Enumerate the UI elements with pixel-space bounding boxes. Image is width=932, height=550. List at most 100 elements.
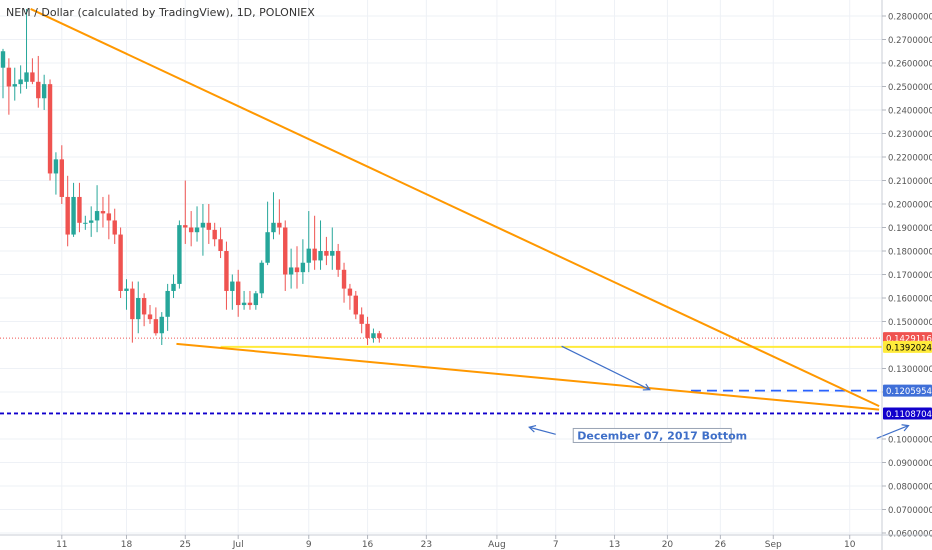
candle-down [277, 222, 282, 228]
candle-down [224, 251, 229, 291]
chart-title: NEM / Dollar (calculated by TradingView)… [6, 6, 315, 19]
candle-up [371, 333, 376, 338]
horizontal-levels [0, 337, 882, 415]
trendlines [30, 8, 880, 411]
time-tick-label: 10 [844, 540, 856, 550]
candle-down [36, 81, 41, 99]
price-label-text: 0.11087043 [886, 410, 932, 420]
candle-down [324, 251, 329, 256]
candle-up [165, 290, 170, 317]
candle-down [153, 319, 159, 334]
candle-up [241, 302, 247, 306]
candle-down [100, 211, 106, 214]
candle-down [247, 302, 253, 306]
candle-down [112, 220, 117, 235]
candle-down [347, 288, 353, 296]
candle-down [59, 159, 64, 197]
candle-up [318, 251, 323, 261]
candle-down [212, 229, 217, 240]
candle-down [188, 227, 194, 233]
candle-up [124, 288, 129, 291]
price-labels: 0.142911600.13920242 0.12059545 0.11087043 [883, 332, 932, 420]
candle-up [159, 316, 164, 334]
candle-down [206, 222, 211, 230]
time-tick-label: 16 [362, 540, 374, 550]
candle-up [94, 211, 100, 221]
time-axis[interactable]: 11 18 25 Jul 9 16 23 Aug 7 13 20 26 Sep 10 [0, 534, 932, 550]
candle-down [47, 84, 53, 174]
time-tick-label: 23 [421, 540, 432, 550]
candle-up [259, 262, 264, 294]
candle-down [218, 239, 223, 251]
candle-up [41, 84, 47, 99]
candle-down [294, 267, 300, 273]
candle-up [306, 248, 311, 263]
candle-down [377, 333, 382, 338]
candle-down [312, 248, 317, 261]
candle-down [365, 323, 370, 338]
candle-down [359, 314, 364, 324]
candle-down [77, 196, 82, 223]
annotations: December 07, 2017 Bottom [572, 427, 747, 443]
time-tick-label: 18 [121, 540, 133, 550]
candle-up [265, 232, 270, 263]
candle-down [283, 227, 288, 275]
arrow-line [529, 426, 556, 435]
candle-up [12, 84, 17, 87]
candle-up [194, 227, 200, 233]
arrow-head [528, 425, 537, 433]
candle-down [236, 281, 241, 306]
candle-up [83, 222, 88, 224]
candle-up [177, 225, 182, 284]
candle-up [53, 159, 59, 174]
annotation-text: December 07, 2017 Bottom [577, 429, 747, 442]
time-tick-label: 11 [56, 540, 67, 550]
candles [0, 8, 382, 345]
trendline-lower [176, 342, 880, 411]
candle-up [330, 251, 335, 256]
candle-down [106, 213, 112, 221]
candle-down [65, 196, 70, 235]
candle-down [353, 295, 358, 315]
candle-down [141, 298, 147, 315]
candle-up [271, 222, 276, 233]
price-label-text: 0.12059545 [886, 387, 932, 397]
candle-down [130, 288, 135, 320]
arrow-head [642, 383, 651, 391]
candle-down [6, 67, 12, 87]
candle-up [171, 283, 176, 291]
candle-down [341, 269, 347, 289]
price-label-box [883, 407, 932, 420]
candle-up [200, 222, 206, 228]
candle-up [300, 262, 306, 273]
time-tick-label: 7 [553, 540, 559, 550]
time-tick-label: Jul [232, 540, 244, 550]
time-tick-label: 20 [662, 540, 674, 550]
candle-up [18, 79, 23, 85]
candle-down [118, 234, 123, 291]
time-tick-label: 25 [180, 540, 191, 550]
price-label-box [883, 340, 932, 353]
candle-down [147, 314, 153, 320]
annotation-box [572, 427, 732, 443]
candle-up [288, 267, 294, 275]
candle-up [136, 298, 141, 320]
time-tick-label: Sep [765, 540, 782, 550]
